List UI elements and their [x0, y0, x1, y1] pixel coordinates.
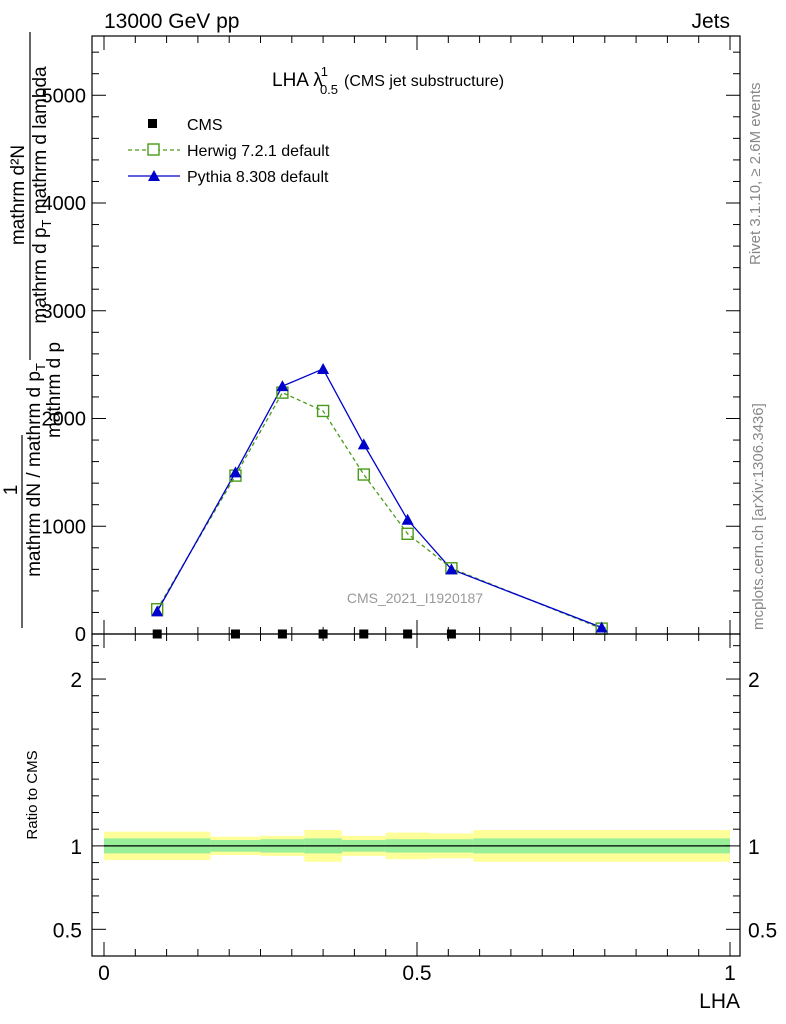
ylabel-bot-den-sub: T [33, 363, 48, 371]
ratio-ticks: 0.5 0.5 1 1 2 2 0 0.5 1 [53, 634, 777, 985]
main-y-tick-label: 4000 [42, 193, 87, 215]
chart-title-suffix: (CMS jet substructure) [344, 73, 504, 90]
ylabel-top-den: mathrm d pT mathrm d lambda [30, 66, 54, 324]
herwig-point [357, 468, 370, 481]
pythia-point [317, 362, 330, 374]
pythia-point [229, 466, 242, 478]
ylabel-bot-den-main: mathrm dN / mathrm d p [24, 371, 45, 577]
ratio-y-label: Ratio to CMS [24, 750, 41, 839]
x-axis-label: LHA [699, 990, 740, 1013]
herwig-line [156, 391, 602, 630]
pythia-line [156, 368, 602, 629]
legend-pythia-marker [148, 170, 160, 181]
pythia-point [357, 438, 370, 450]
ratio-plot: 0.5 0.5 1 1 2 2 0 0.5 1 [53, 633, 777, 985]
main-y-tick-label: 1000 [42, 516, 87, 538]
ratio-y-tick-label-right: 2 [748, 669, 760, 692]
pythia-point [151, 605, 164, 617]
main-y-tick-label: 2000 [42, 409, 87, 431]
ylabel-top-den-mid: mathrm d p [30, 227, 51, 323]
main-y-tick-label: 5000 [42, 85, 87, 107]
ratio-x-tick-label: 1 [724, 962, 736, 985]
main-y-tick-label: 3000 [42, 301, 87, 323]
legend-herwig-marker [147, 143, 160, 156]
legend-cms-marker [148, 119, 157, 128]
ylabel-bot-tail: mathrm d p [44, 342, 65, 438]
ratio-bands [104, 830, 730, 862]
herwig-point [401, 527, 414, 540]
ratio-y-tick-label-left: 1 [70, 836, 82, 859]
watermark: CMS_2021_I1920187 [347, 590, 483, 606]
ylabel-top-num: mathrm d²N [8, 145, 29, 245]
category-label: Jets [691, 10, 730, 33]
ylabel-bot-den: mathrm dN / mathrm d pT [24, 363, 48, 577]
energy-label: 13000 GeV pp [104, 10, 239, 33]
ylabel-top-den-end: mathrm d lambda [30, 66, 51, 220]
main-y-label: mathrm d²N mathrm d pT mathrm d lambda 1… [1, 32, 65, 628]
rivet-label: Rivet 3.1.10, ≥ 2.6M events [747, 83, 764, 266]
chart-title: LHA λ1 0.5 (CMS jet substructure) [272, 64, 504, 97]
ylabel-top-den-sub: T [39, 219, 54, 227]
pythia-point [445, 563, 458, 575]
pythia-point [401, 513, 414, 525]
main-y-ticks: 0 1000 2000 3000 4000 5000 [42, 36, 740, 646]
pythia-point [595, 621, 608, 633]
ratio-y-tick-label-left: 0.5 [53, 919, 82, 942]
herwig-point [316, 404, 330, 418]
ratio-y-tick-label-right: 0.5 [748, 919, 777, 942]
mcplots-label: mcplots.cern.ch [arXiv:1306.3436] [750, 403, 767, 630]
chart-title-sup: 1 [321, 64, 328, 79]
ratio-plot-frame [91, 633, 741, 957]
ratio-x-tick-label: 0 [98, 962, 110, 985]
ratio-y-tick-label-right: 1 [748, 836, 760, 859]
chart-title-main: LHA λ [272, 70, 323, 91]
chart-title-sub: 0.5 [320, 82, 338, 97]
legend-cms-label: CMS [187, 117, 223, 134]
pythia-point [276, 380, 289, 392]
legend-herwig-label: Herwig 7.2.1 default [187, 143, 330, 160]
legend-pythia-label: Pythia 8.308 default [187, 169, 329, 186]
ratio-x-tick-label: 0.5 [402, 962, 431, 985]
ratio-y-tick-label-left: 2 [70, 669, 82, 692]
ylabel-one: 1 [1, 485, 22, 496]
main-y-tick-label: 0 [75, 624, 86, 646]
legend: CMS Herwig 7.2.1 default Pythia 8.308 de… [128, 117, 330, 186]
